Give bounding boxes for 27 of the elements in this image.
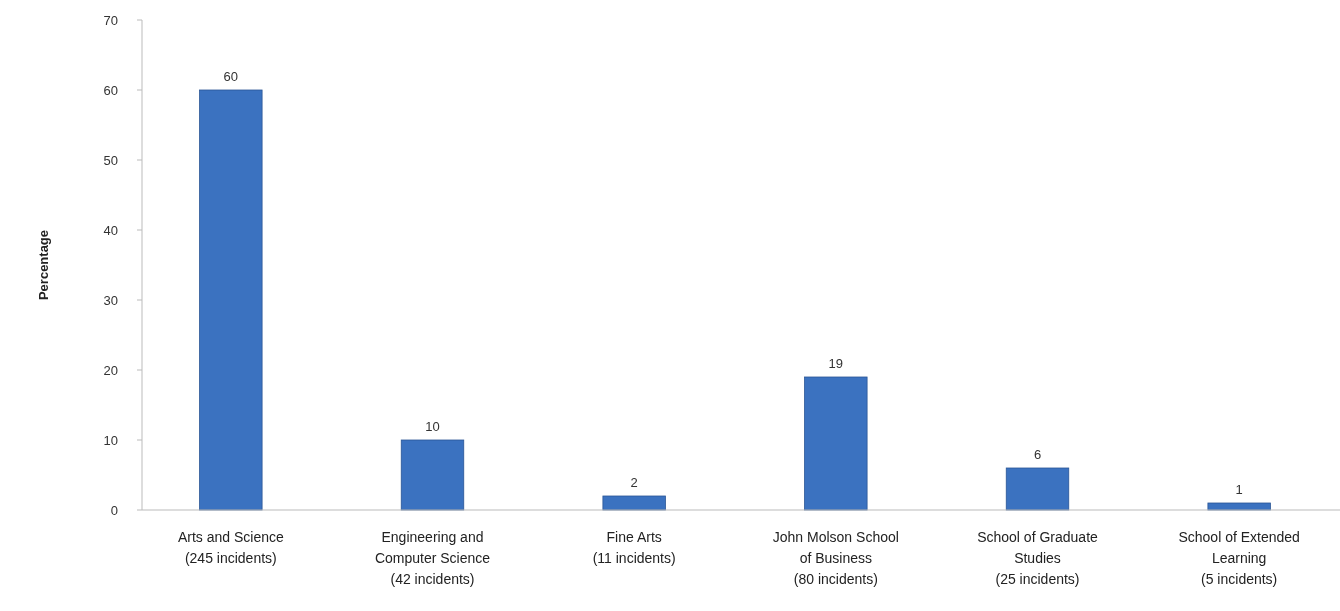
data-label: 2: [630, 475, 638, 490]
y-tick-label: 10: [103, 432, 118, 448]
bar: [400, 439, 465, 511]
x-tick-label: School of Graduate Studies (25 incidents): [977, 529, 1099, 587]
bar: [1207, 502, 1271, 511]
x-tick-label: School of Extended Learning (5 incidents): [1178, 529, 1300, 587]
x-tick-label: Engineering and Computer Science (42 incidents): [374, 529, 491, 587]
y-tick-label: 20: [103, 362, 118, 378]
y-tick-label: 50: [103, 152, 118, 168]
bar: [804, 376, 868, 511]
bar: [199, 89, 263, 511]
y-tick-label: 40: [103, 222, 118, 238]
y-tick-label: 30: [103, 292, 118, 308]
y-tick-label: 60: [103, 82, 118, 98]
y-axis-title: Percentage: [36, 229, 51, 301]
data-label: 19: [828, 356, 844, 371]
bar: [602, 495, 666, 511]
data-label: 6: [1033, 447, 1042, 462]
data-label: 1: [1235, 482, 1243, 497]
x-tick-label: John Molson School of Business (80 incidents): [772, 529, 899, 587]
bar: [1005, 467, 1070, 511]
y-tick-label: 0: [110, 502, 118, 518]
data-label: 60: [223, 69, 239, 84]
x-tick-label: Fine Arts (11 incidents): [592, 529, 676, 566]
x-tick-label: Arts and Science (245 incidents): [177, 529, 284, 566]
data-label: 10: [425, 419, 440, 434]
y-tick-label: 70: [103, 12, 118, 28]
